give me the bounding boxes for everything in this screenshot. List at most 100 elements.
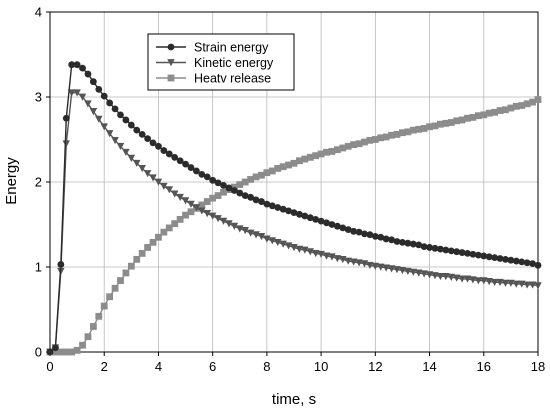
data-point-heatv-release [431,122,439,130]
data-point-strain-energy [442,246,450,254]
data-point-heatv-release [252,173,260,181]
data-point-strain-energy [241,192,249,200]
data-point-strain-energy [149,139,157,147]
data-point-heatv-release [279,163,287,171]
data-point-kinetic-energy [295,245,304,253]
data-point-heatv-release [382,133,390,141]
data-point-strain-energy [263,200,271,208]
data-point-strain-energy [95,85,103,93]
data-point-heatv-release [149,238,157,246]
data-point-strain-energy [437,245,444,253]
data-point-strain-energy [106,99,114,107]
data-point-kinetic-energy [203,210,211,218]
data-point-strain-energy [301,212,309,220]
data-point-strain-energy [138,131,146,138]
data-point-heatv-release [111,284,119,292]
x-tick-label: 18 [531,359,545,374]
data-point-strain-energy [198,170,206,178]
data-point-strain-energy [209,176,217,184]
data-point-strain-energy [268,202,276,210]
y-tick-label: 2 [35,175,42,190]
data-point-heatv-release [323,148,330,156]
data-point-strain-energy [296,210,303,218]
data-point-strain-energy [507,256,515,264]
data-point-heatv-release [366,136,374,144]
data-point-kinetic-energy [371,262,380,270]
data-point-kinetic-energy [100,123,108,131]
data-point-heatv-release [296,157,303,165]
data-point-heatv-release [144,244,151,251]
data-point-strain-energy [214,179,222,187]
data-point-strain-energy [312,216,320,223]
x-tick-label: 2 [101,359,108,374]
data-point-heatv-release [209,194,217,202]
legend-label: Kinetic energy [194,56,274,70]
x-tick-label: 4 [155,359,162,374]
data-point-heatv-release [89,323,97,330]
data-point-kinetic-energy [501,279,510,287]
data-point-kinetic-energy [523,281,531,289]
data-point-strain-energy [203,173,211,181]
data-point-kinetic-energy [127,154,136,162]
data-point-kinetic-energy [463,275,472,283]
data-point-heatv-release [62,348,70,356]
y-tick-label: 1 [35,260,42,275]
data-point-kinetic-energy [62,140,71,148]
data-point-strain-energy [382,235,390,243]
y-tick-label: 4 [35,5,42,20]
data-point-strain-energy [518,258,526,266]
data-point-heatv-release [52,348,59,356]
data-point-strain-energy [426,244,433,251]
legend-item-kinetic-energy: Kinetic energy [156,56,274,70]
data-point-kinetic-energy [225,220,233,228]
legend-label: Strain energy [194,40,269,54]
data-point-kinetic-energy [398,267,407,275]
data-point-heatv-release [453,117,461,125]
data-point-strain-energy [52,344,59,352]
x-tick-label: 8 [263,359,270,374]
data-point-heatv-release [155,233,162,241]
data-point-heatv-release [127,262,135,270]
data-point-kinetic-energy [84,100,92,108]
data-point-heatv-release [263,169,271,177]
data-point-kinetic-energy [138,165,146,173]
x-tick-label: 16 [477,359,491,374]
data-point-heatv-release [377,134,385,142]
data-point-kinetic-energy [170,190,179,198]
data-point-strain-energy [496,255,504,262]
data-point-strain-energy [57,261,65,268]
data-point-heatv-release [437,120,444,128]
data-point-strain-energy [529,260,536,267]
data-point-kinetic-energy [420,270,428,278]
data-point-heatv-release [529,98,536,106]
data-point-heatv-release [512,102,520,110]
data-point-heatv-release [361,138,368,146]
data-point-strain-energy [236,189,244,197]
data-point-heatv-release [496,107,504,114]
data-point-heatv-release [474,112,482,120]
data-point-kinetic-energy [198,207,206,215]
data-point-kinetic-energy [311,250,320,258]
data-point-strain-energy [84,70,92,78]
data-point-heatv-release [502,106,509,114]
data-point-kinetic-energy [116,142,125,151]
legend-item-heatv-release: Heatv release [156,71,271,85]
data-point-heatv-release [258,171,265,179]
data-point-kinetic-energy [176,193,184,202]
x-axis-title: time, s [272,391,316,408]
data-point-heatv-release [507,104,515,112]
data-point-heatv-release [523,100,531,108]
y-tick-label: 3 [35,90,42,105]
data-point-kinetic-energy [105,130,114,138]
x-tick-label: 10 [314,359,328,374]
data-point-strain-energy [274,204,282,211]
data-point-heatv-release [312,152,320,160]
data-point-kinetic-energy [111,136,119,145]
legend-swatch-marker [167,43,175,51]
data-point-kinetic-energy [414,269,423,277]
data-point-strain-energy [464,250,471,257]
data-point-heatv-release [285,161,292,169]
data-point-heatv-release [187,208,195,216]
data-point-strain-energy [415,241,423,249]
